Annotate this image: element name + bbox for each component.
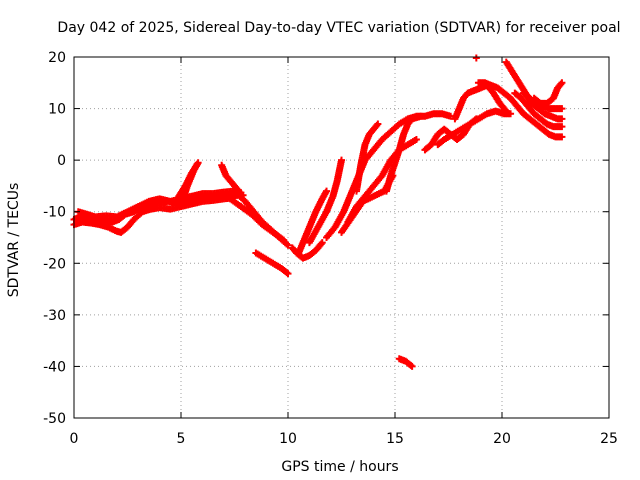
x-tick-label: 0: [70, 431, 79, 447]
data-point: [558, 79, 566, 87]
y-axis-label: SDTVAR / TECUs: [6, 183, 22, 298]
y-tick-label: -10: [43, 205, 66, 221]
series-late-4: [474, 79, 566, 141]
data-point: [408, 362, 416, 370]
data-point: [338, 156, 345, 164]
data-point: [502, 107, 510, 115]
data-point: [472, 54, 480, 62]
data-point: [501, 106, 509, 114]
series-band-c: [74, 187, 245, 221]
data-point: [323, 187, 331, 195]
series-late-7: [530, 79, 566, 107]
x-axis-label: GPS time / hours: [281, 459, 398, 475]
y-tick-label: 0: [57, 153, 66, 169]
y-tick-label: 20: [48, 50, 66, 66]
series-rise-7: [382, 112, 425, 195]
data-point: [280, 236, 288, 244]
series-rise-1: [295, 187, 331, 257]
y-tick-label: -30: [43, 308, 66, 324]
x-tick-label: 10: [279, 431, 297, 447]
series-low-seg: [252, 249, 292, 278]
series-spike-5: [175, 159, 202, 203]
series-drop-b: [226, 195, 288, 244]
data-point: [507, 110, 515, 118]
series-rise-2: [305, 156, 345, 247]
axis-ticks: 0 5 10 15 20 25 -50 -40 -30 -20 -10 0 10 20: [43, 50, 618, 447]
y-tick-label: -40: [43, 359, 66, 375]
data-point: [317, 240, 325, 248]
series-late-3: [451, 81, 510, 123]
series-rise-6: [352, 120, 382, 195]
data-point: [558, 123, 566, 131]
data-point: [284, 270, 292, 278]
series-trough: [288, 239, 326, 262]
data-point: [417, 112, 425, 120]
series-band-b: [70, 194, 238, 236]
y-tick-label: 10: [48, 102, 66, 118]
data-point: [284, 241, 292, 249]
data-point: [412, 136, 420, 144]
series-low-outlier: [395, 355, 416, 370]
data-point: [558, 133, 566, 141]
x-tick-label: 20: [493, 431, 511, 447]
chart-title: Day 042 of 2025, Sidereal Day-to-day VTE…: [57, 20, 620, 36]
series-late-8: [511, 89, 566, 131]
data-point: [318, 239, 326, 247]
data-point: [558, 105, 566, 113]
x-tick-label: 5: [177, 431, 186, 447]
data-point: [374, 120, 382, 128]
data-point: [407, 361, 415, 369]
data-point: [179, 195, 187, 203]
y-tick-label: -50: [43, 411, 66, 427]
x-tick-label: 25: [600, 431, 618, 447]
data-point: [557, 80, 565, 88]
x-tick-label: 15: [386, 431, 404, 447]
data-points: [70, 54, 566, 370]
series-outlier-top: [472, 54, 480, 62]
data-point: [558, 115, 566, 123]
grid: [74, 57, 609, 418]
data-point: [283, 269, 291, 277]
plot-frame: [73, 56, 610, 419]
y-tick-label: -20: [43, 256, 66, 272]
data-point: [373, 121, 381, 129]
